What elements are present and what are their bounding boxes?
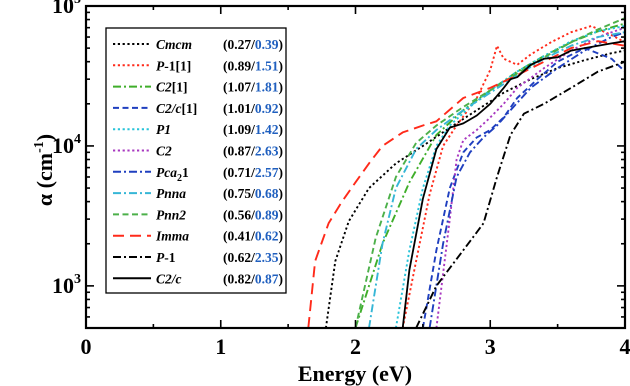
series-curves bbox=[307, 17, 625, 328]
axis-ticks bbox=[85, 5, 626, 329]
series-line-7 bbox=[428, 31, 625, 328]
series-line-2 bbox=[401, 25, 625, 328]
legend-values: (0.62/2.35) bbox=[223, 250, 283, 265]
legend-box bbox=[105, 27, 287, 294]
x-axis-title: Energy (eV) bbox=[298, 361, 412, 386]
series-line-5 bbox=[394, 25, 625, 328]
legend-values: (0.71/2.57) bbox=[223, 165, 283, 180]
legend-item: Pnna (0.75/0.68) bbox=[113, 186, 283, 201]
legend-label: Pca21 bbox=[156, 165, 189, 184]
y-tick-labels: 103 104 105 bbox=[52, 0, 81, 298]
legend-item: C2/c (0.82/0.87) bbox=[113, 271, 283, 286]
legend-item: P-1 (0.62/2.35) bbox=[113, 250, 283, 265]
series-line-9 bbox=[354, 17, 625, 328]
legend-values: (0.82/0.87) bbox=[223, 271, 283, 286]
legend-label: Pnn2 bbox=[156, 207, 186, 222]
legend-values: (0.75/0.68) bbox=[223, 186, 283, 201]
x-tick-label: 1 bbox=[215, 334, 226, 359]
legend-item: C2/c[1] (1.01/0.92) bbox=[113, 101, 283, 116]
legend-values: (1.09/1.42) bbox=[223, 122, 283, 137]
legend-label: P-1[1] bbox=[156, 58, 191, 73]
series-line-3 bbox=[354, 22, 625, 328]
legend-label: C2[1] bbox=[156, 80, 188, 95]
legend-values: (0.41/0.62) bbox=[223, 229, 283, 244]
legend-item: C2 (0.87/2.63) bbox=[113, 144, 283, 159]
legend-label: Cmcm bbox=[156, 37, 192, 52]
legend-values: (1.01/0.92) bbox=[223, 101, 283, 116]
legend: Cmcm (0.27/0.39) P-1[1] (0.89/1.51) C2[1] (1.… bbox=[105, 27, 287, 294]
y-tick-label: 105 bbox=[52, 0, 81, 18]
series-line-1 bbox=[324, 49, 625, 328]
legend-label: C2/c[1] bbox=[156, 101, 197, 116]
y-axis-title: α (cm-1) bbox=[32, 134, 57, 206]
y-tick-label: 103 bbox=[52, 272, 81, 298]
x-tick-label: 2 bbox=[350, 334, 361, 359]
y-tick-label: 104 bbox=[52, 132, 81, 158]
series-line-11 bbox=[415, 60, 625, 328]
series-line-10 bbox=[307, 40, 625, 328]
legend-label: C2/c bbox=[156, 271, 182, 286]
legend-label: Imma bbox=[155, 229, 189, 244]
legend-values: (0.56/0.89) bbox=[223, 207, 283, 222]
legend-item: Cmcm (0.27/0.39) bbox=[113, 37, 283, 52]
x-tick-label: 0 bbox=[81, 334, 92, 359]
legend-values: (1.07/1.81) bbox=[223, 80, 283, 95]
x-tick-label: 3 bbox=[485, 334, 496, 359]
legend-label: P1 bbox=[156, 122, 171, 137]
legend-item: Pnn2 (0.56/0.89) bbox=[113, 207, 283, 222]
x-tick-labels: 0 1 2 3 4 bbox=[81, 334, 630, 359]
series-line-8 bbox=[368, 31, 625, 328]
legend-item: Pca21 (0.71/2.57) bbox=[113, 165, 283, 184]
legend-item: Imma (0.41/0.62) bbox=[113, 229, 283, 244]
legend-label: C2 bbox=[156, 144, 172, 159]
legend-item: P-1[1] (0.89/1.51) bbox=[113, 58, 283, 73]
legend-item: P1 (1.09/1.42) bbox=[113, 122, 283, 137]
legend-label: P-1 bbox=[156, 250, 176, 265]
legend-item: C2[1] (1.07/1.81) bbox=[113, 80, 283, 95]
legend-label: Pnna bbox=[156, 186, 186, 201]
legend-values: (0.89/1.51) bbox=[223, 58, 283, 73]
legend-values: (0.27/0.39) bbox=[223, 37, 283, 52]
x-tick-label: 4 bbox=[620, 334, 630, 359]
legend-values: (0.87/2.63) bbox=[223, 144, 283, 159]
series-line-12 bbox=[401, 40, 625, 328]
series-line-6 bbox=[435, 26, 625, 328]
